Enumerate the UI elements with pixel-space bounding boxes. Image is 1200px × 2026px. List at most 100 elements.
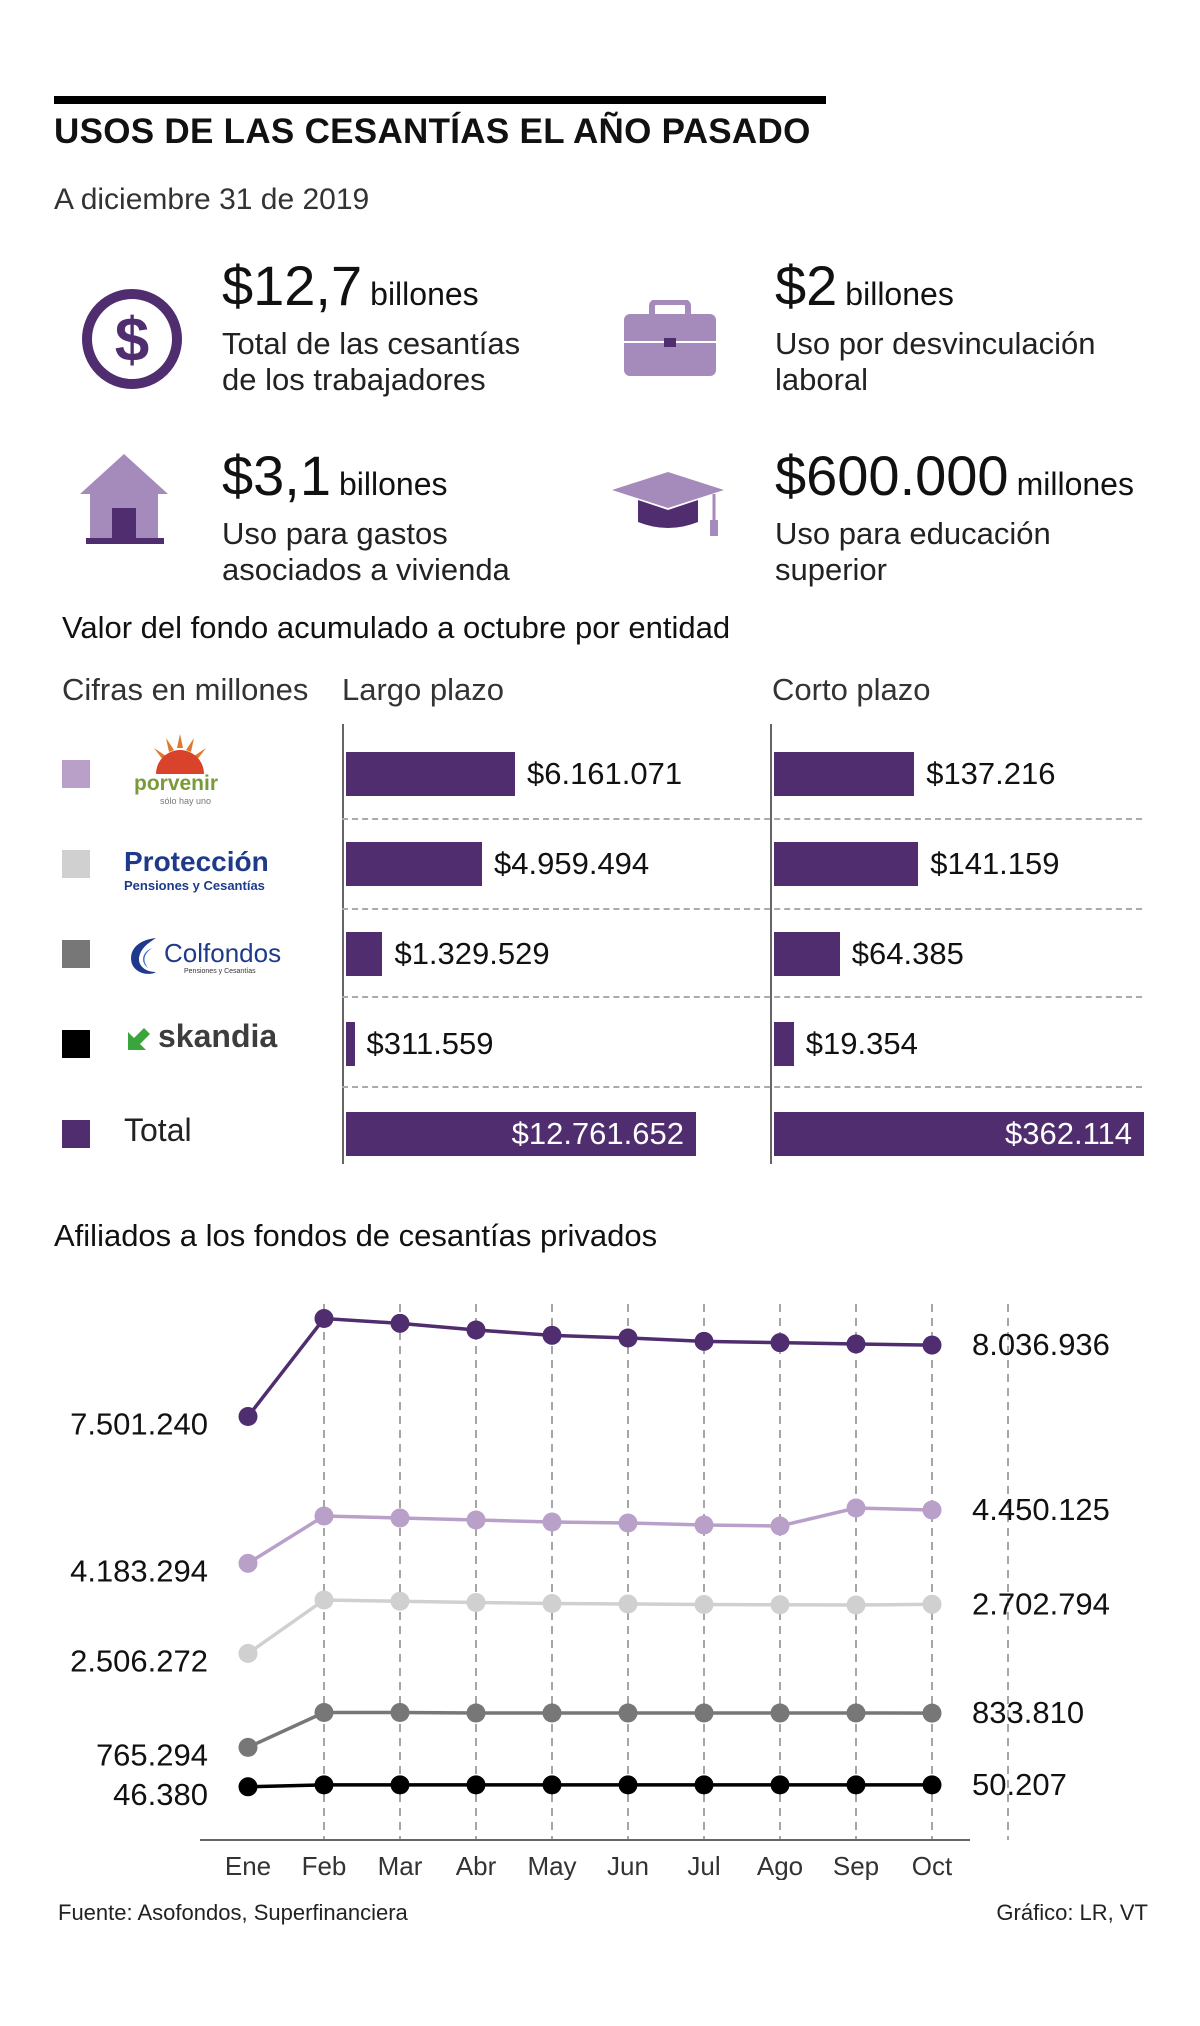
data-point: [390, 1313, 410, 1333]
stat-educacion-unit: millones: [1016, 466, 1134, 502]
porvenir-tagline: sólo hay uno: [160, 796, 212, 806]
data-point: [922, 1703, 942, 1723]
data-point: [314, 1309, 334, 1329]
series-end-label: 50.207: [972, 1767, 1067, 1802]
page-title: USOS DE LAS CESANTÍAS EL AÑO PASADO: [54, 112, 811, 151]
stat-vivienda: $3,1 billones Uso para gastos asociados a…: [222, 448, 510, 588]
row-divider: [342, 996, 1142, 998]
data-point: [238, 1643, 258, 1663]
series-start-label: 4.183.294: [70, 1553, 208, 1588]
house-icon: [80, 454, 168, 544]
skandia-wordmark: skandia: [158, 1018, 278, 1054]
skandia-logo: skandia: [126, 1018, 306, 1060]
stat-desvinculacion: $2 billones Uso por desvinculación labora…: [775, 258, 1096, 398]
colfondos-tagline: Pensiones y Cesantías: [184, 968, 256, 975]
bar-label-long-colfondos: $1.329.529: [394, 936, 550, 971]
bar-label-long-skandia: $311.559: [366, 1026, 494, 1061]
x-tick-label: Ene: [225, 1851, 271, 1880]
col-head-long: Largo plazo: [342, 672, 505, 707]
stat-educacion-desc-1: Uso para educación: [775, 516, 1051, 551]
series-line: [247, 1506, 933, 1565]
long-axis: [342, 724, 344, 1164]
data-point: [618, 1703, 638, 1723]
data-point: [846, 1775, 866, 1795]
data-point: [694, 1775, 714, 1795]
stat-total: $12,7 billones Total de las cesantías de …: [222, 258, 520, 398]
series-start-label: 765.294: [96, 1737, 208, 1772]
proteccion-logo: Protección Pensiones y Cesantías: [124, 846, 304, 896]
data-point: [846, 1498, 866, 1518]
bar-short-proteccion: [774, 842, 919, 886]
bar-long-colfondos: [346, 932, 383, 976]
series-end-label: 4.450.125: [972, 1492, 1110, 1527]
skandia-arrow-icon: [128, 1028, 150, 1050]
bar-short-total: [774, 1112, 1144, 1156]
x-tick-label: Feb: [302, 1851, 347, 1880]
data-point: [770, 1333, 790, 1353]
data-point: [618, 1328, 638, 1348]
bar-label-short-skandia: $19.354: [805, 1026, 918, 1061]
x-tick-label: Oct: [912, 1851, 953, 1880]
source-note: Fuente: Asofondos, Superfinanciera: [58, 1900, 408, 1925]
bar-label-short-colfondos: $64.385: [851, 936, 964, 971]
bar-long-skandia: [346, 1022, 355, 1066]
data-point: [846, 1595, 866, 1615]
stat-total-value: $12,7: [222, 254, 363, 317]
data-point: [542, 1594, 562, 1613]
dollar-coin-icon: $: [82, 289, 182, 389]
data-point: [922, 1775, 942, 1795]
bar-label-long-proteccion: $4.959.494: [494, 846, 650, 881]
bar-long-porvenir: [346, 752, 515, 796]
stat-desvinculacion-desc-2: laboral: [775, 362, 869, 397]
x-tick-label: Abr: [456, 1851, 497, 1880]
data-point: [770, 1595, 790, 1615]
series-line: [246, 1598, 933, 1655]
stat-vivienda-value: $3,1: [222, 444, 331, 507]
units-label: Cifras en millones: [62, 672, 309, 707]
header-rule: [54, 96, 826, 104]
porvenir-logo: porvenir sólo hay uno: [130, 728, 230, 808]
legend-swatch-porvenir: [62, 760, 90, 788]
bar-short-porvenir: [774, 752, 915, 796]
briefcase-icon: [624, 300, 716, 376]
stat-desvinculacion-desc-1: Uso por desvinculación: [775, 326, 1096, 361]
data-point: [846, 1703, 866, 1723]
data-point: [390, 1775, 410, 1795]
data-point: [542, 1775, 562, 1795]
graduation-cap-icon: [612, 472, 724, 536]
data-point: [238, 1737, 258, 1757]
data-point: [238, 1777, 258, 1797]
series-line: [247, 1783, 933, 1789]
series-start-label: 7.501.240: [70, 1407, 208, 1442]
x-tick-label: Mar: [378, 1851, 423, 1880]
bar-long-proteccion: [346, 842, 483, 886]
x-tick-label: Jun: [607, 1851, 649, 1880]
data-point: [694, 1331, 714, 1351]
data-point: [314, 1703, 334, 1722]
series-start-label: 2.506.272: [70, 1643, 208, 1678]
data-point: [238, 1407, 258, 1427]
stat-vivienda-unit: billones: [339, 466, 448, 502]
stat-desvinculacion-value: $2: [775, 254, 838, 317]
colfondos-wordmark: Colfondos: [164, 938, 282, 968]
stat-educacion-value: $600.000: [775, 444, 1009, 507]
colfondos-swirl-icon: [131, 938, 156, 974]
stat-desvinculacion-unit: billones: [845, 276, 954, 312]
data-point: [618, 1594, 638, 1614]
data-point: [922, 1335, 942, 1355]
data-point: [542, 1325, 562, 1345]
data-point: [314, 1590, 334, 1610]
bar-label-short-porvenir: $137.216: [926, 756, 1056, 791]
total-label: Total: [124, 1112, 192, 1148]
data-point: [694, 1595, 714, 1614]
legend-swatch-colfondos: [62, 940, 90, 968]
bar-label-short-proteccion: $141.159: [930, 846, 1060, 881]
stat-total-desc-2: de los trabajadores: [222, 362, 486, 397]
data-point: [846, 1334, 866, 1354]
data-point: [466, 1703, 486, 1723]
stat-total-unit: billones: [370, 276, 479, 312]
data-point: [922, 1594, 942, 1614]
data-point: [542, 1512, 562, 1532]
row-divider: [342, 1086, 1142, 1088]
data-point: [314, 1775, 334, 1795]
